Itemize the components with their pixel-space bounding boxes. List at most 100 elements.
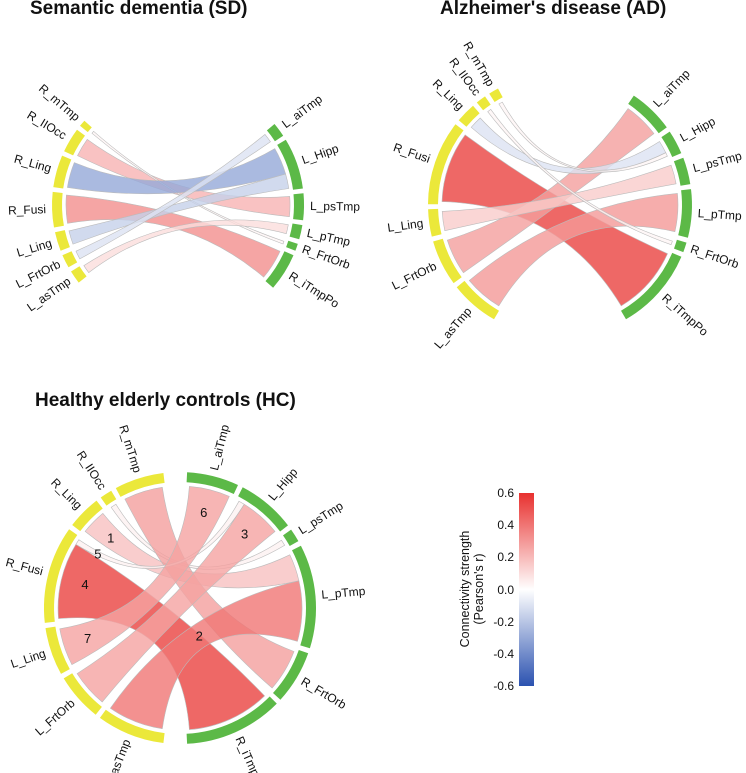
link-L_asTmp-L_pTmp (109, 580, 303, 730)
sector-L_Ling (55, 230, 70, 251)
sector-label-R_Fusi: R_Fusi (8, 202, 47, 217)
sector-label-L_psTmp: L_psTmp (310, 199, 361, 214)
sector-label-L_aiTmp: L_aiTmp (279, 92, 325, 131)
colorbar-label-line1: Connectivity strength (458, 530, 472, 648)
sector-L_asTmp (99, 709, 165, 743)
sector-label-R_IIOcc: R_IIOcc (74, 448, 109, 492)
sector-label-L_Hipp: L_Hipp (265, 465, 300, 503)
link-marker: 7 (84, 631, 91, 646)
sector-label-L_psTmp: L_psTmp (296, 498, 346, 537)
sector-R_IIOcc (476, 96, 491, 111)
title-healthy-controls: Healthy elderly controls (HC) (35, 390, 296, 411)
sector-R_FrtOrb (286, 240, 298, 251)
link-R_Fusi-R_iTmpPo (65, 194, 281, 278)
sector-label-R_Ling: R_Ling (48, 475, 85, 512)
sector-label-L_Ling: L_Ling (15, 236, 54, 260)
sector-R_Fusi (428, 124, 464, 205)
sector-L_psTmp (293, 193, 305, 221)
sector-R_IIOcc (64, 129, 85, 156)
link-R_Ling-L_Hipp (67, 148, 286, 195)
link-marker: 5 (94, 547, 101, 562)
link-R_mTmp-L_Hipp (498, 101, 668, 173)
sector-label-L_asTmp: L_asTmp (431, 304, 474, 351)
sector-R_Ling (72, 500, 103, 532)
sector-label-R_mTmp: R_mTmp (116, 423, 144, 475)
sector-L_Ling (45, 626, 70, 674)
colorbar-label-line2: (Pearson's r) (472, 553, 486, 625)
sector-L_pTmp (292, 545, 317, 649)
sector-L_aiTmp (266, 124, 284, 142)
sector-label-L_Ling: L_Ling (387, 216, 425, 235)
sector-R_Ling (53, 155, 72, 189)
sector-label-L_FrtOrb: L_FrtOrb (32, 696, 78, 738)
colorbar-tick: 0.4 (497, 518, 514, 533)
sector-label-L_aiTmp: L_aiTmp (207, 423, 232, 472)
sector-R_mTmp (115, 473, 165, 497)
sector-label-L_aiTmp: L_aiTmp (650, 66, 693, 110)
sector-label-R_iTmpPo: R_iTmpPo (659, 291, 711, 339)
sector-label-R_Ling: R_Ling (13, 152, 53, 176)
sector-R_FrtOrb (674, 239, 687, 253)
sector-label-L_FrtOrb: L_FrtOrb (390, 259, 440, 293)
link-L_Ling-L_Hipp (68, 173, 290, 245)
sector-R_FrtOrb (273, 650, 309, 700)
sector-L_asTmp (71, 266, 87, 283)
sector-L_aiTmp (628, 95, 667, 134)
sector-R_mTmp (489, 88, 503, 102)
link-L_asTmp-L_pTmp (83, 219, 289, 274)
sector-L_psTmp (283, 529, 299, 546)
sector-R_iTmpPo (186, 696, 277, 744)
sector-L_FrtOrb (62, 251, 78, 268)
sector-L_pTmp (289, 223, 303, 240)
link-R_IIOcc-R_FrtOrb (487, 108, 673, 246)
sector-label-R_Fusi: R_Fusi (4, 555, 44, 578)
sector-R_iTmpPo (621, 252, 682, 320)
sector-R_iTmpPo (265, 251, 294, 288)
sector-label-L_Ling: L_Ling (9, 646, 48, 671)
sector-L_aiTmp (186, 472, 238, 494)
colorbar-tick: 0.6 (497, 486, 514, 500)
sector-L_asTmp (456, 280, 499, 320)
sector-R_Fusi (43, 529, 78, 623)
chord-diagram-sd: L_asTmpL_FrtOrbL_LingR_FusiR_LingR_IIOcc… (8, 81, 361, 314)
sector-label-L_Hipp: L_Hipp (300, 141, 341, 167)
link-marker: 4 (81, 577, 88, 592)
sector-label-R_FrtOrb: R_FrtOrb (299, 674, 349, 712)
sector-label-R_FrtOrb: R_FrtOrb (689, 242, 741, 271)
link-L_FrtOrb-L_aiTmp (75, 133, 271, 260)
title-alzheimers-disease: Alzheimer's disease (AD) (440, 0, 667, 19)
colorbar (519, 493, 534, 686)
link-marker: 3 (241, 526, 248, 541)
link-L_FrtOrb-L_aiTmp (446, 108, 655, 274)
sector-label-R_iTmpPo: R_iTmpPo (233, 734, 269, 773)
sector-R_Fusi (52, 191, 64, 228)
link-marker: 2 (196, 629, 203, 644)
sector-label-L_pTmp: L_pTmp (321, 584, 366, 602)
link-R_Fusi-L_Hipp (75, 500, 245, 569)
colorbar-tick: -0.4 (493, 646, 514, 661)
link-marker: 1 (107, 531, 114, 546)
sector-L_FrtOrb (433, 238, 462, 284)
chord-diagram-hc: L_asTmp L_FrtOrb L_Ling R_Fusi R_LingR_IIOcc… (4, 423, 366, 773)
link-L_asTmp-L_pTmp (468, 193, 679, 307)
link-R_Ling-L_Hipp (470, 117, 667, 175)
sector-label-L_Hipp: L_Hipp (678, 114, 718, 145)
sector-L_FrtOrb (63, 673, 102, 715)
link-L_Ling-L_psTmp (441, 164, 677, 232)
colorbar-tick: 0.2 (497, 550, 514, 565)
sector-label-L_psTmp: L_psTmp (691, 149, 743, 176)
colorbar-label: Connectivity strength (Pearson's r) (458, 519, 486, 659)
colorbar-tick: -0.2 (493, 614, 514, 629)
sector-label-R_Fusi: R_Fusi (392, 140, 433, 166)
sector-L_Hipp (277, 139, 303, 190)
sector-L_Hipp (661, 131, 682, 157)
sector-R_mTmp (80, 120, 92, 133)
sector-L_Hipp (238, 487, 288, 532)
sector-L_Ling (428, 208, 442, 237)
link-L_FrtOrb-L_Hipp (76, 503, 276, 703)
sector-R_Ling (458, 105, 480, 127)
sector-L_psTmp (673, 157, 691, 186)
link-L_Ling-L_aiTmp (59, 486, 230, 666)
sector-label-R_iTmpPo: R_iTmpPo (286, 269, 342, 311)
